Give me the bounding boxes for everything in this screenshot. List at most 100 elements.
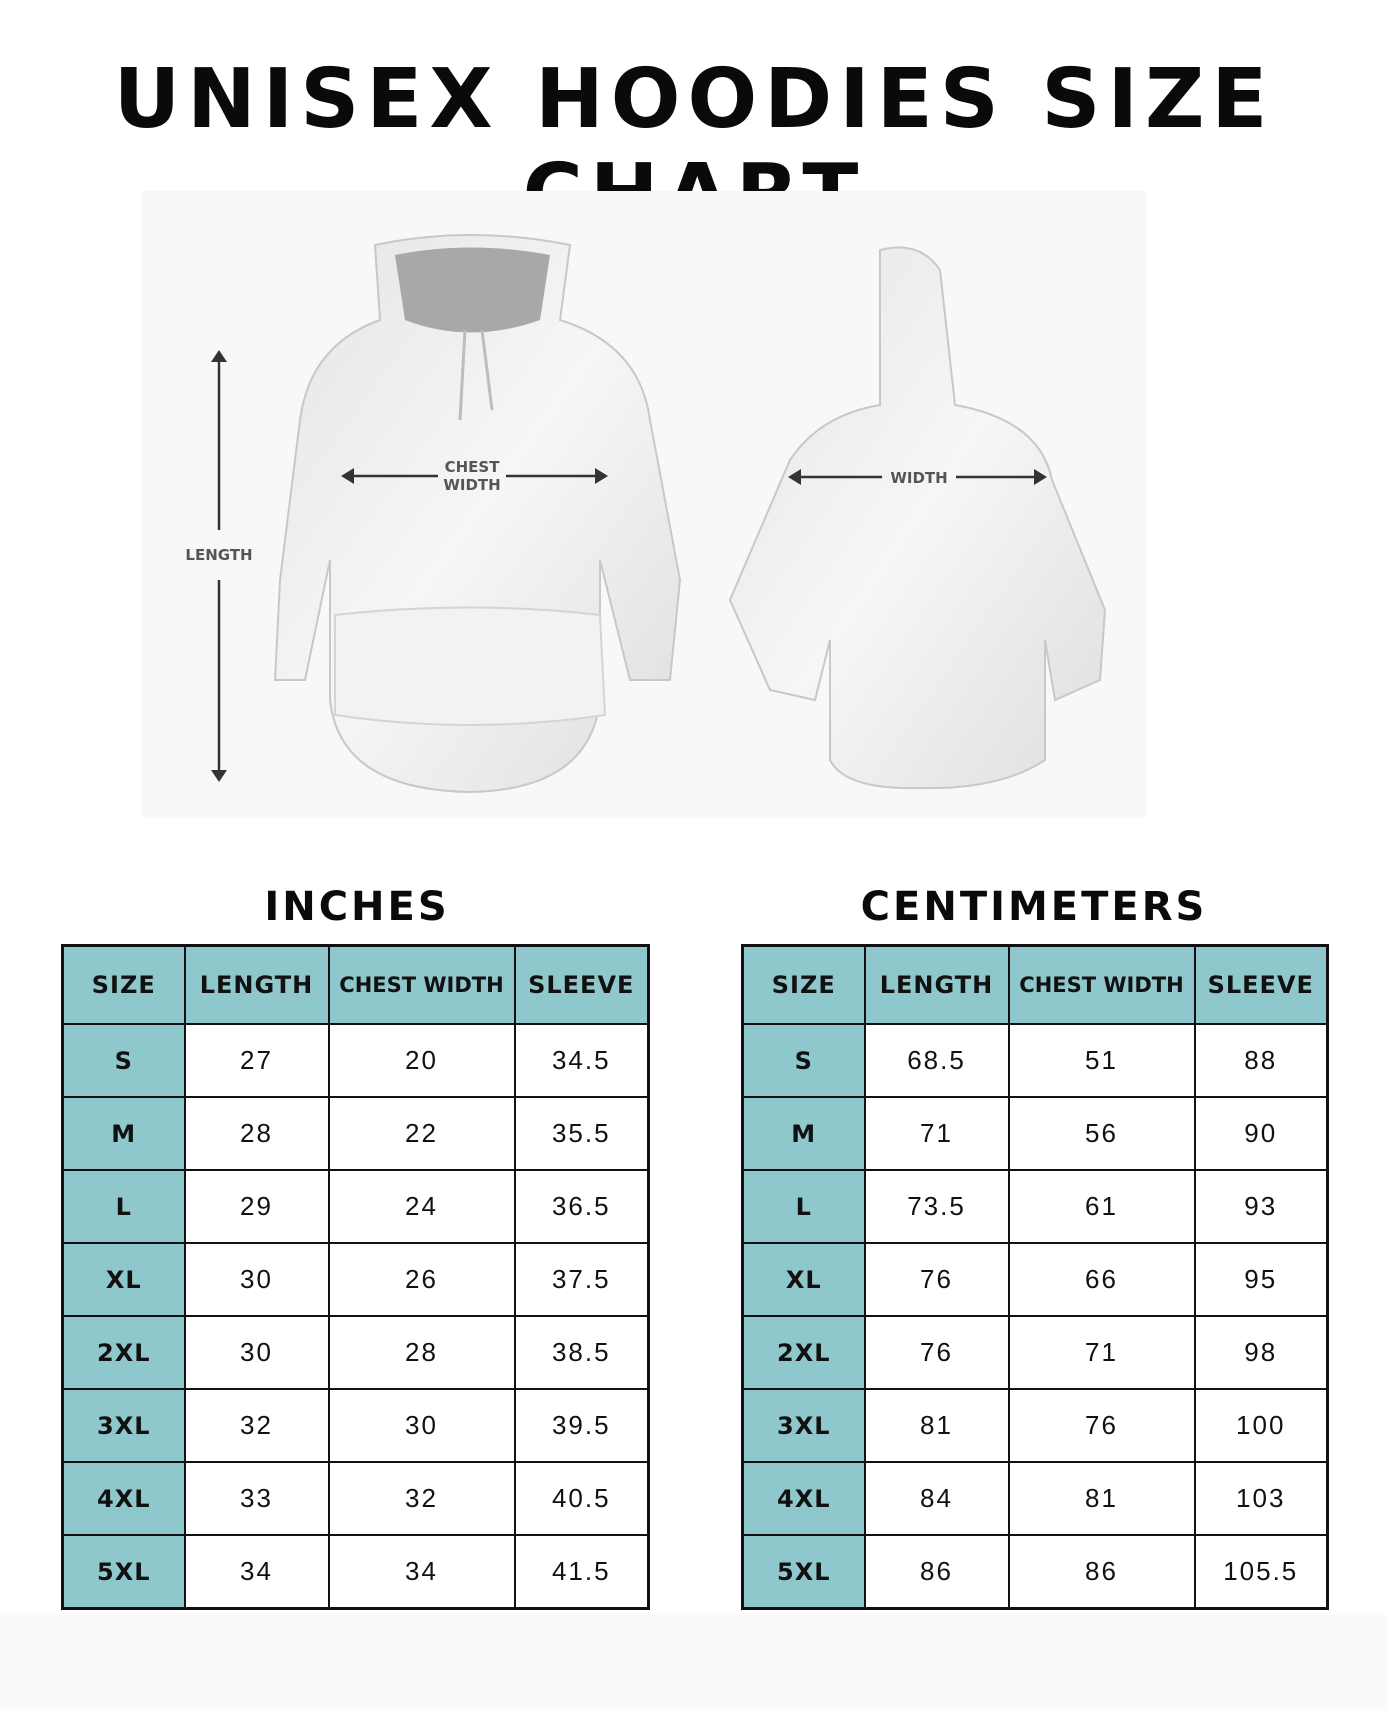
cell-length: 34 [183,1534,330,1610]
cell-length: 30 [183,1242,330,1317]
cell-sleeve: 41.5 [513,1534,650,1610]
cell-length: 32 [183,1388,330,1463]
header-chest-width: CHEST WIDTH [1007,944,1196,1025]
table-row: M 71 56 90 [741,1096,1329,1171]
cell-sleeve: 95 [1193,1242,1329,1317]
cell-sleeve: 38.5 [513,1315,650,1390]
cell-sleeve: 90 [1193,1096,1329,1171]
table-row: S 27 20 34.5 [61,1023,650,1098]
cell-size: 2XL [61,1315,186,1390]
cell-length: 33 [183,1461,330,1536]
cell-length: 29 [183,1169,330,1244]
centimeters-size-table: SIZE LENGTH CHEST WIDTH SLEEVE S 68.5 51 88 M 71… [741,944,1329,1610]
header-sleeve: SLEEVE [513,944,650,1025]
cell-sleeve: 35.5 [513,1096,650,1171]
centimeters-title: CENTIMETERS [860,884,1208,930]
cell-size: 3XL [61,1388,186,1463]
inches-title: INCHES [264,884,450,930]
cell-sleeve: 40.5 [513,1461,650,1536]
bottom-band [0,1615,1388,1711]
header-sleeve: SLEEVE [1193,944,1329,1025]
table-row: L 73.5 61 93 [741,1169,1329,1244]
cell-size: L [741,1169,866,1244]
cell-length: 81 [863,1388,1010,1463]
cell-sleeve: 34.5 [513,1023,650,1098]
cell-length: 68.5 [863,1023,1010,1098]
cell-sleeve: 93 [1193,1169,1329,1244]
cell-sleeve: 36.5 [513,1169,650,1244]
table-header-row: SIZE LENGTH CHEST WIDTH SLEEVE [741,944,1329,1025]
table-row: 4XL 84 81 103 [741,1461,1329,1536]
cell-size: 2XL [741,1315,866,1390]
cell-sleeve: 39.5 [513,1388,650,1463]
cell-sleeve: 98 [1193,1315,1329,1390]
cell-chest-width: 28 [327,1315,516,1390]
cell-size: M [61,1096,186,1171]
table-row: XL 76 66 95 [741,1242,1329,1317]
cell-chest-width: 76 [1007,1388,1196,1463]
inches-size-table: SIZE LENGTH CHEST WIDTH SLEEVE S 27 20 34.5 M 28… [61,944,650,1610]
width-label: WIDTH [890,469,947,487]
table-header-row: SIZE LENGTH CHEST WIDTH SLEEVE [61,944,650,1025]
cell-length: 76 [863,1315,1010,1390]
cell-sleeve: 88 [1193,1023,1329,1098]
cell-size: 4XL [61,1461,186,1536]
cell-length: 86 [863,1534,1010,1610]
cell-chest-width: 22 [327,1096,516,1171]
cell-chest-width: 56 [1007,1096,1196,1171]
cell-chest-width: 24 [327,1169,516,1244]
cell-length: 71 [863,1096,1010,1171]
cell-size: XL [61,1242,186,1317]
cell-chest-width: 51 [1007,1023,1196,1098]
cell-size: L [61,1169,186,1244]
cell-chest-width: 81 [1007,1461,1196,1536]
header-size: SIZE [61,944,186,1025]
table-row: 3XL 32 30 39.5 [61,1388,650,1463]
cell-size: 3XL [741,1388,866,1463]
chest-label-line1: CHEST [445,458,501,476]
table-row: 4XL 33 32 40.5 [61,1461,650,1536]
header-chest-width: CHEST WIDTH [327,944,516,1025]
cell-length: 84 [863,1461,1010,1536]
table-row: 5XL 34 34 41.5 [61,1534,650,1610]
header-length: LENGTH [183,944,330,1025]
cell-chest-width: 32 [327,1461,516,1536]
cell-sleeve: 37.5 [513,1242,650,1317]
cell-chest-width: 61 [1007,1169,1196,1244]
chest-label-line2: WIDTH [443,476,500,494]
header-size: SIZE [741,944,866,1025]
table-row: M 28 22 35.5 [61,1096,650,1171]
back-hoodie-image [728,246,1107,790]
cell-size: S [61,1023,186,1098]
cell-length: 76 [863,1242,1010,1317]
cell-sleeve: 103 [1193,1461,1329,1536]
table-row: 3XL 81 76 100 [741,1388,1329,1463]
cell-length: 28 [183,1096,330,1171]
cell-size: 4XL [741,1461,866,1536]
table-row: S 68.5 51 88 [741,1023,1329,1098]
table-row: 5XL 86 86 105.5 [741,1534,1329,1610]
cell-sleeve: 105.5 [1193,1534,1329,1610]
cell-length: 27 [183,1023,330,1098]
length-label: LENGTH [185,546,252,564]
cell-chest-width: 20 [327,1023,516,1098]
table-row: L 29 24 36.5 [61,1169,650,1244]
cell-length: 73.5 [863,1169,1010,1244]
cell-length: 30 [183,1315,330,1390]
table-row: 2XL 30 28 38.5 [61,1315,650,1390]
cell-size: 5XL [61,1534,186,1610]
table-row: 2XL 76 71 98 [741,1315,1329,1390]
cell-size: S [741,1023,866,1098]
cell-chest-width: 66 [1007,1242,1196,1317]
cell-chest-width: 34 [327,1534,516,1610]
table-row: XL 30 26 37.5 [61,1242,650,1317]
cell-chest-width: 30 [327,1388,516,1463]
front-hoodie-image [273,234,682,794]
header-length: LENGTH [863,944,1010,1025]
cell-chest-width: 26 [327,1242,516,1317]
cell-size: 5XL [741,1534,866,1610]
cell-sleeve: 100 [1193,1388,1329,1463]
cell-chest-width: 86 [1007,1534,1196,1610]
cell-size: M [741,1096,866,1171]
